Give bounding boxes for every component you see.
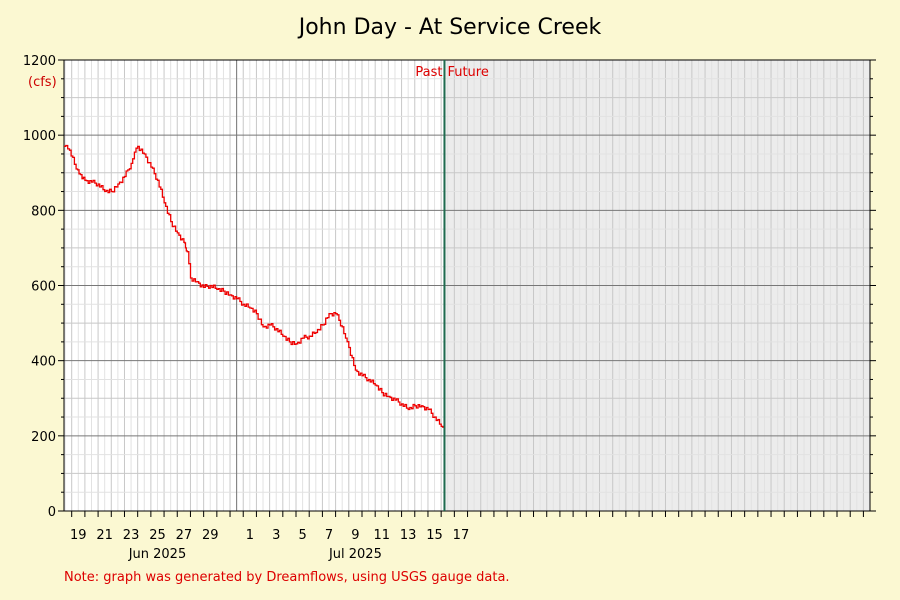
x-tick-label: 7 — [325, 528, 333, 543]
y-tick-label: 600 — [31, 280, 56, 295]
y-tick-label: 0 — [48, 505, 56, 520]
footnote: Note: graph was generated by Dreamflows,… — [64, 570, 510, 585]
x-tick-label: 17 — [453, 528, 470, 543]
plot-frame — [63, 59, 871, 512]
y-axis-label: (cfs) — [28, 75, 57, 90]
y-tick-label: 1000 — [23, 129, 56, 144]
series-line-0 — [64, 144, 446, 431]
x-tick-label: 15 — [426, 528, 443, 543]
x-tick-label: 23 — [123, 528, 140, 543]
x-tick-label: 11 — [374, 528, 391, 543]
y-tick-label: 400 — [31, 355, 56, 370]
future-label: Future — [447, 65, 488, 80]
x-tick-label: 27 — [176, 528, 193, 543]
x-tick-label: 9 — [351, 528, 359, 543]
y-tick-label: 200 — [31, 430, 56, 445]
x-tick-label: 29 — [202, 528, 219, 543]
x-tick-label: 1 — [246, 528, 254, 543]
x-tick-label: 13 — [400, 528, 417, 543]
x-tick-label: 21 — [96, 528, 113, 543]
x-tick-label: 19 — [70, 528, 87, 543]
x-month-label: Jul 2025 — [328, 547, 382, 562]
x-tick-label: 25 — [149, 528, 166, 543]
chart-title: John Day - At Service Creek — [297, 15, 602, 40]
y-tick-label: 1200 — [23, 54, 56, 69]
x-tick-label: 3 — [272, 528, 280, 543]
y-tick-label: 800 — [31, 204, 56, 219]
x-tick-label: 5 — [298, 528, 306, 543]
x-month-label: Jun 2025 — [128, 547, 187, 562]
past-label: Past — [415, 65, 442, 80]
